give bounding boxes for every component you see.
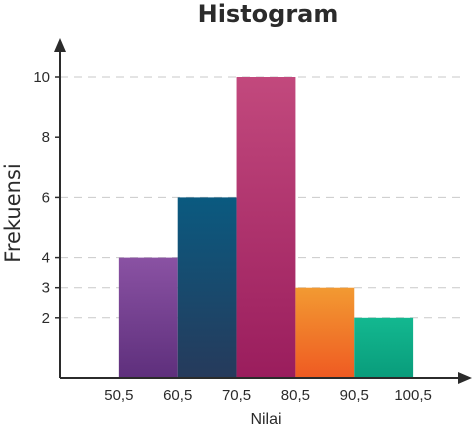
histogram-bar xyxy=(354,317,414,378)
x-tick-label: 80,5 xyxy=(281,387,310,404)
y-tick-label: 4 xyxy=(42,250,50,267)
histogram-bar xyxy=(236,77,296,378)
chart-title: Histogram xyxy=(198,0,339,28)
y-tick-label: 2 xyxy=(42,310,50,327)
bars xyxy=(118,77,414,378)
y-axis-arrowhead xyxy=(54,38,66,52)
x-tick-label: 100,5 xyxy=(394,387,432,404)
x-axis-arrowhead xyxy=(458,372,472,384)
histogram-bar xyxy=(295,287,355,378)
histogram-bar xyxy=(118,257,178,378)
x-tick-label: 50,5 xyxy=(104,387,133,404)
histogram-bar xyxy=(177,197,237,378)
y-ticks: 2 3 4 6 8 10 xyxy=(33,69,60,327)
y-tick-label: 6 xyxy=(42,189,50,206)
y-axis-label: Frekuensi xyxy=(1,163,25,262)
x-tick-label: 60,5 xyxy=(163,387,192,404)
y-tick-label: 8 xyxy=(42,129,50,146)
x-axis-label: Nilai xyxy=(250,411,281,428)
x-ticks: 50,5 60,5 70,5 80,5 90,5 100,5 xyxy=(104,387,432,404)
x-tick-label: 90,5 xyxy=(340,387,369,404)
y-tick-label: 10 xyxy=(33,69,50,86)
x-tick-label: 70,5 xyxy=(222,387,251,404)
y-tick-label: 3 xyxy=(42,280,50,297)
